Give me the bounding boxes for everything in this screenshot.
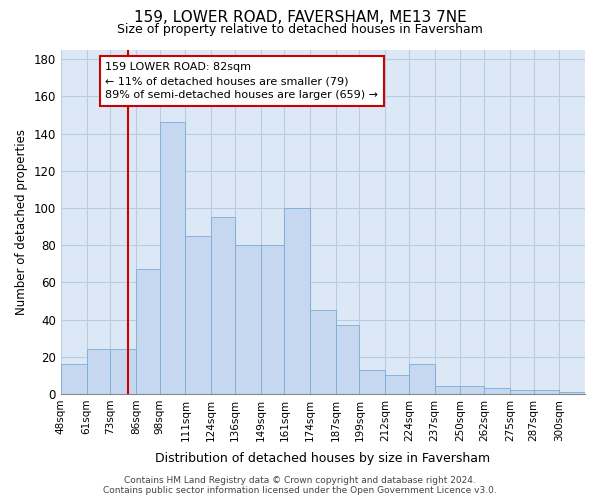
Bar [434,386,460,394]
Y-axis label: Number of detached properties: Number of detached properties [15,129,28,315]
Bar [385,376,409,394]
Bar [484,388,510,394]
Text: 159, LOWER ROAD, FAVERSHAM, ME13 7NE: 159, LOWER ROAD, FAVERSHAM, ME13 7NE [134,10,466,25]
Text: Size of property relative to detached houses in Faversham: Size of property relative to detached ho… [117,22,483,36]
Bar [533,390,559,394]
Bar [460,386,484,394]
Bar [185,236,211,394]
Bar [86,350,110,394]
Bar [260,245,284,394]
Bar [336,325,359,394]
Bar [110,350,136,394]
Bar [359,370,385,394]
Bar [136,270,160,394]
Bar [160,122,185,394]
Bar [211,218,235,394]
Bar [61,364,86,394]
Bar [310,310,336,394]
Bar [284,208,310,394]
Bar [409,364,434,394]
Text: 159 LOWER ROAD: 82sqm
← 11% of detached houses are smaller (79)
89% of semi-deta: 159 LOWER ROAD: 82sqm ← 11% of detached … [106,62,379,100]
Bar [559,392,585,394]
Bar [510,390,533,394]
Text: Contains HM Land Registry data © Crown copyright and database right 2024.
Contai: Contains HM Land Registry data © Crown c… [103,476,497,495]
Bar [235,245,260,394]
X-axis label: Distribution of detached houses by size in Faversham: Distribution of detached houses by size … [155,452,490,465]
